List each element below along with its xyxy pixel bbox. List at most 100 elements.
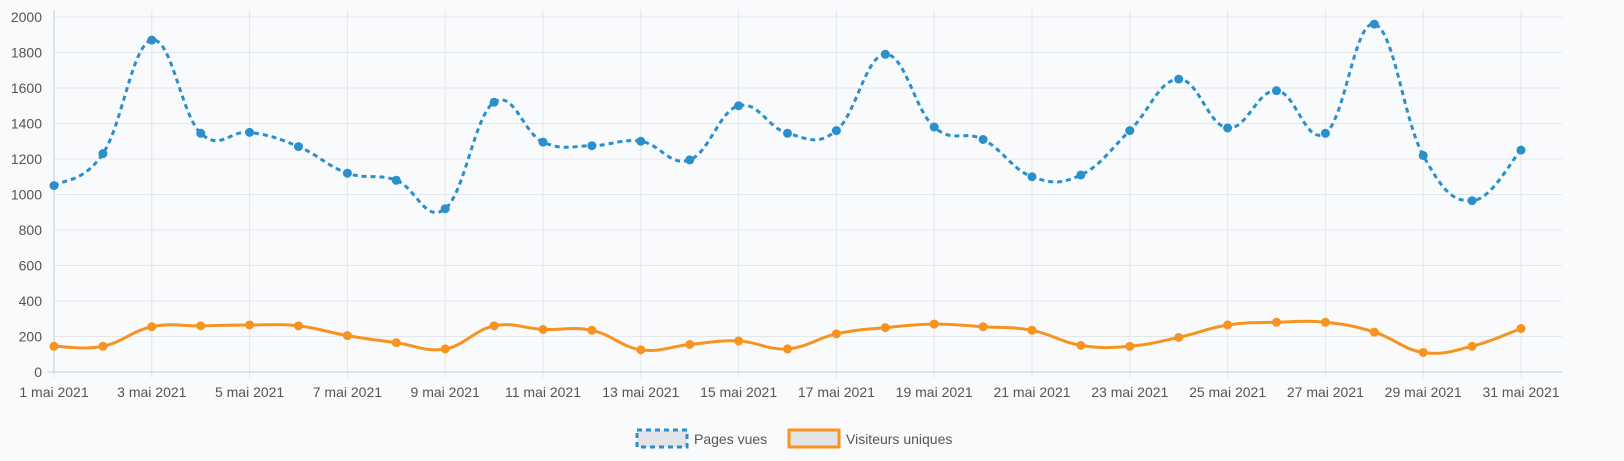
data-point-visiteurs-uniques[interactable] [1076,340,1086,350]
data-point-pages-vues[interactable] [1027,172,1037,182]
x-tick-label: 27 mai 2021 [1287,384,1364,400]
data-point-visiteurs-uniques[interactable] [1418,347,1428,357]
data-point-pages-vues[interactable] [49,181,59,191]
data-point-visiteurs-uniques[interactable] [880,323,890,333]
data-point-visiteurs-uniques[interactable] [49,341,59,351]
data-point-visiteurs-uniques[interactable] [1027,325,1037,335]
x-tick-label: 31 mai 2021 [1482,384,1559,400]
data-point-pages-vues[interactable] [1320,128,1330,138]
data-point-visiteurs-uniques[interactable] [440,344,450,354]
data-point-pages-vues[interactable] [978,134,988,144]
data-point-pages-vues[interactable] [636,136,646,146]
data-point-visiteurs-uniques[interactable] [98,341,108,351]
data-point-pages-vues[interactable] [538,137,548,147]
data-point-visiteurs-uniques[interactable] [978,322,988,332]
data-point-pages-vues[interactable] [147,35,157,45]
data-point-visiteurs-uniques[interactable] [489,321,499,331]
data-point-pages-vues[interactable] [1076,170,1086,180]
data-point-visiteurs-uniques[interactable] [1174,332,1184,342]
data-point-visiteurs-uniques[interactable] [831,329,841,339]
y-tick-label: 1000 [11,187,42,203]
y-tick-label: 1200 [11,151,42,167]
x-tick-label: 29 mai 2021 [1385,384,1462,400]
data-point-visiteurs-uniques[interactable] [587,325,597,335]
data-point-pages-vues[interactable] [98,149,108,159]
x-tick-label: 9 mai 2021 [411,384,480,400]
data-point-visiteurs-uniques[interactable] [342,331,352,341]
data-point-pages-vues[interactable] [1467,196,1477,206]
data-point-pages-vues[interactable] [831,126,841,136]
series-visiteurs-uniques [49,317,1526,357]
legend-label: Visiteurs uniques [846,431,952,447]
series-line-pages-vues [53,22,1523,214]
data-point-visiteurs-uniques[interactable] [245,320,255,330]
data-point-visiteurs-uniques[interactable] [147,322,157,332]
data-point-pages-vues[interactable] [587,141,597,151]
data-point-visiteurs-uniques[interactable] [734,336,744,346]
data-point-pages-vues[interactable] [342,168,352,178]
data-point-visiteurs-uniques[interactable] [1125,341,1135,351]
data-point-visiteurs-uniques[interactable] [1320,317,1330,327]
data-point-pages-vues[interactable] [1418,150,1428,160]
data-point-pages-vues[interactable] [440,204,450,214]
legend-swatch [635,428,689,449]
x-tick-label: 5 mai 2021 [215,384,284,400]
data-point-visiteurs-uniques[interactable] [783,344,792,354]
x-tick-label: 19 mai 2021 [896,384,973,400]
data-point-pages-vues[interactable] [929,122,939,132]
data-point-visiteurs-uniques[interactable] [1369,327,1379,337]
series-lines [49,19,1526,357]
data-point-pages-vues[interactable] [783,128,792,138]
data-point-visiteurs-uniques[interactable] [1516,324,1526,334]
data-point-visiteurs-uniques[interactable] [929,319,939,329]
data-point-pages-vues[interactable] [1369,19,1379,29]
x-tick-label: 11 mai 2021 [505,384,581,400]
data-point-pages-vues[interactable] [196,128,206,138]
x-tick-label: 3 mai 2021 [117,384,186,400]
data-point-pages-vues[interactable] [1272,86,1281,96]
data-point-pages-vues[interactable] [880,49,890,59]
data-point-visiteurs-uniques[interactable] [294,321,303,331]
data-point-pages-vues[interactable] [685,155,695,165]
data-point-pages-vues[interactable] [1223,123,1233,133]
y-tick-label: 1600 [11,80,42,96]
legend-item-pages-vues[interactable]: Pages vues [635,428,767,449]
data-point-pages-vues[interactable] [391,175,401,185]
data-point-pages-vues[interactable] [734,101,744,111]
series-pages-vues [49,19,1526,214]
y-tick-label: 400 [19,293,43,309]
data-point-pages-vues[interactable] [294,142,303,152]
data-point-visiteurs-uniques[interactable] [1467,341,1477,351]
legend-item-visiteurs-uniques[interactable]: Visiteurs uniques [787,428,952,449]
data-point-pages-vues[interactable] [1516,145,1526,155]
x-tick-label: 23 mai 2021 [1091,384,1168,400]
data-point-visiteurs-uniques[interactable] [391,338,401,348]
legend-swatch [787,428,841,449]
x-tick-label: 17 mai 2021 [798,384,875,400]
x-tick-label: 25 mai 2021 [1189,384,1266,400]
y-tick-label: 0 [34,364,42,380]
y-tick-label: 200 [19,329,43,345]
data-point-visiteurs-uniques[interactable] [1223,320,1233,330]
legend[interactable]: Pages vues Visiteurs uniques [635,428,952,449]
y-tick-label: 800 [19,222,43,238]
data-point-pages-vues[interactable] [245,127,255,137]
y-tick-label: 2000 [11,9,42,25]
y-tick-label: 600 [19,258,43,274]
y-tick-label: 1800 [11,45,42,61]
data-point-pages-vues[interactable] [1174,74,1184,84]
x-tick-label: 13 mai 2021 [602,384,679,400]
data-point-visiteurs-uniques[interactable] [636,345,646,355]
x-tick-label: 7 mai 2021 [313,384,382,400]
x-tick-label: 1 mai 2021 [19,384,88,400]
data-point-visiteurs-uniques[interactable] [685,339,695,349]
data-point-visiteurs-uniques[interactable] [1272,317,1281,327]
data-point-visiteurs-uniques[interactable] [538,324,548,334]
axes: 0 200 400 600 800 1000 1200 1400 1600 1800 2000 1 m… [11,9,1562,400]
data-point-visiteurs-uniques[interactable] [196,321,206,331]
legend-label: Pages vues [694,431,767,447]
data-point-pages-vues[interactable] [1125,126,1135,136]
data-point-pages-vues[interactable] [489,97,499,107]
